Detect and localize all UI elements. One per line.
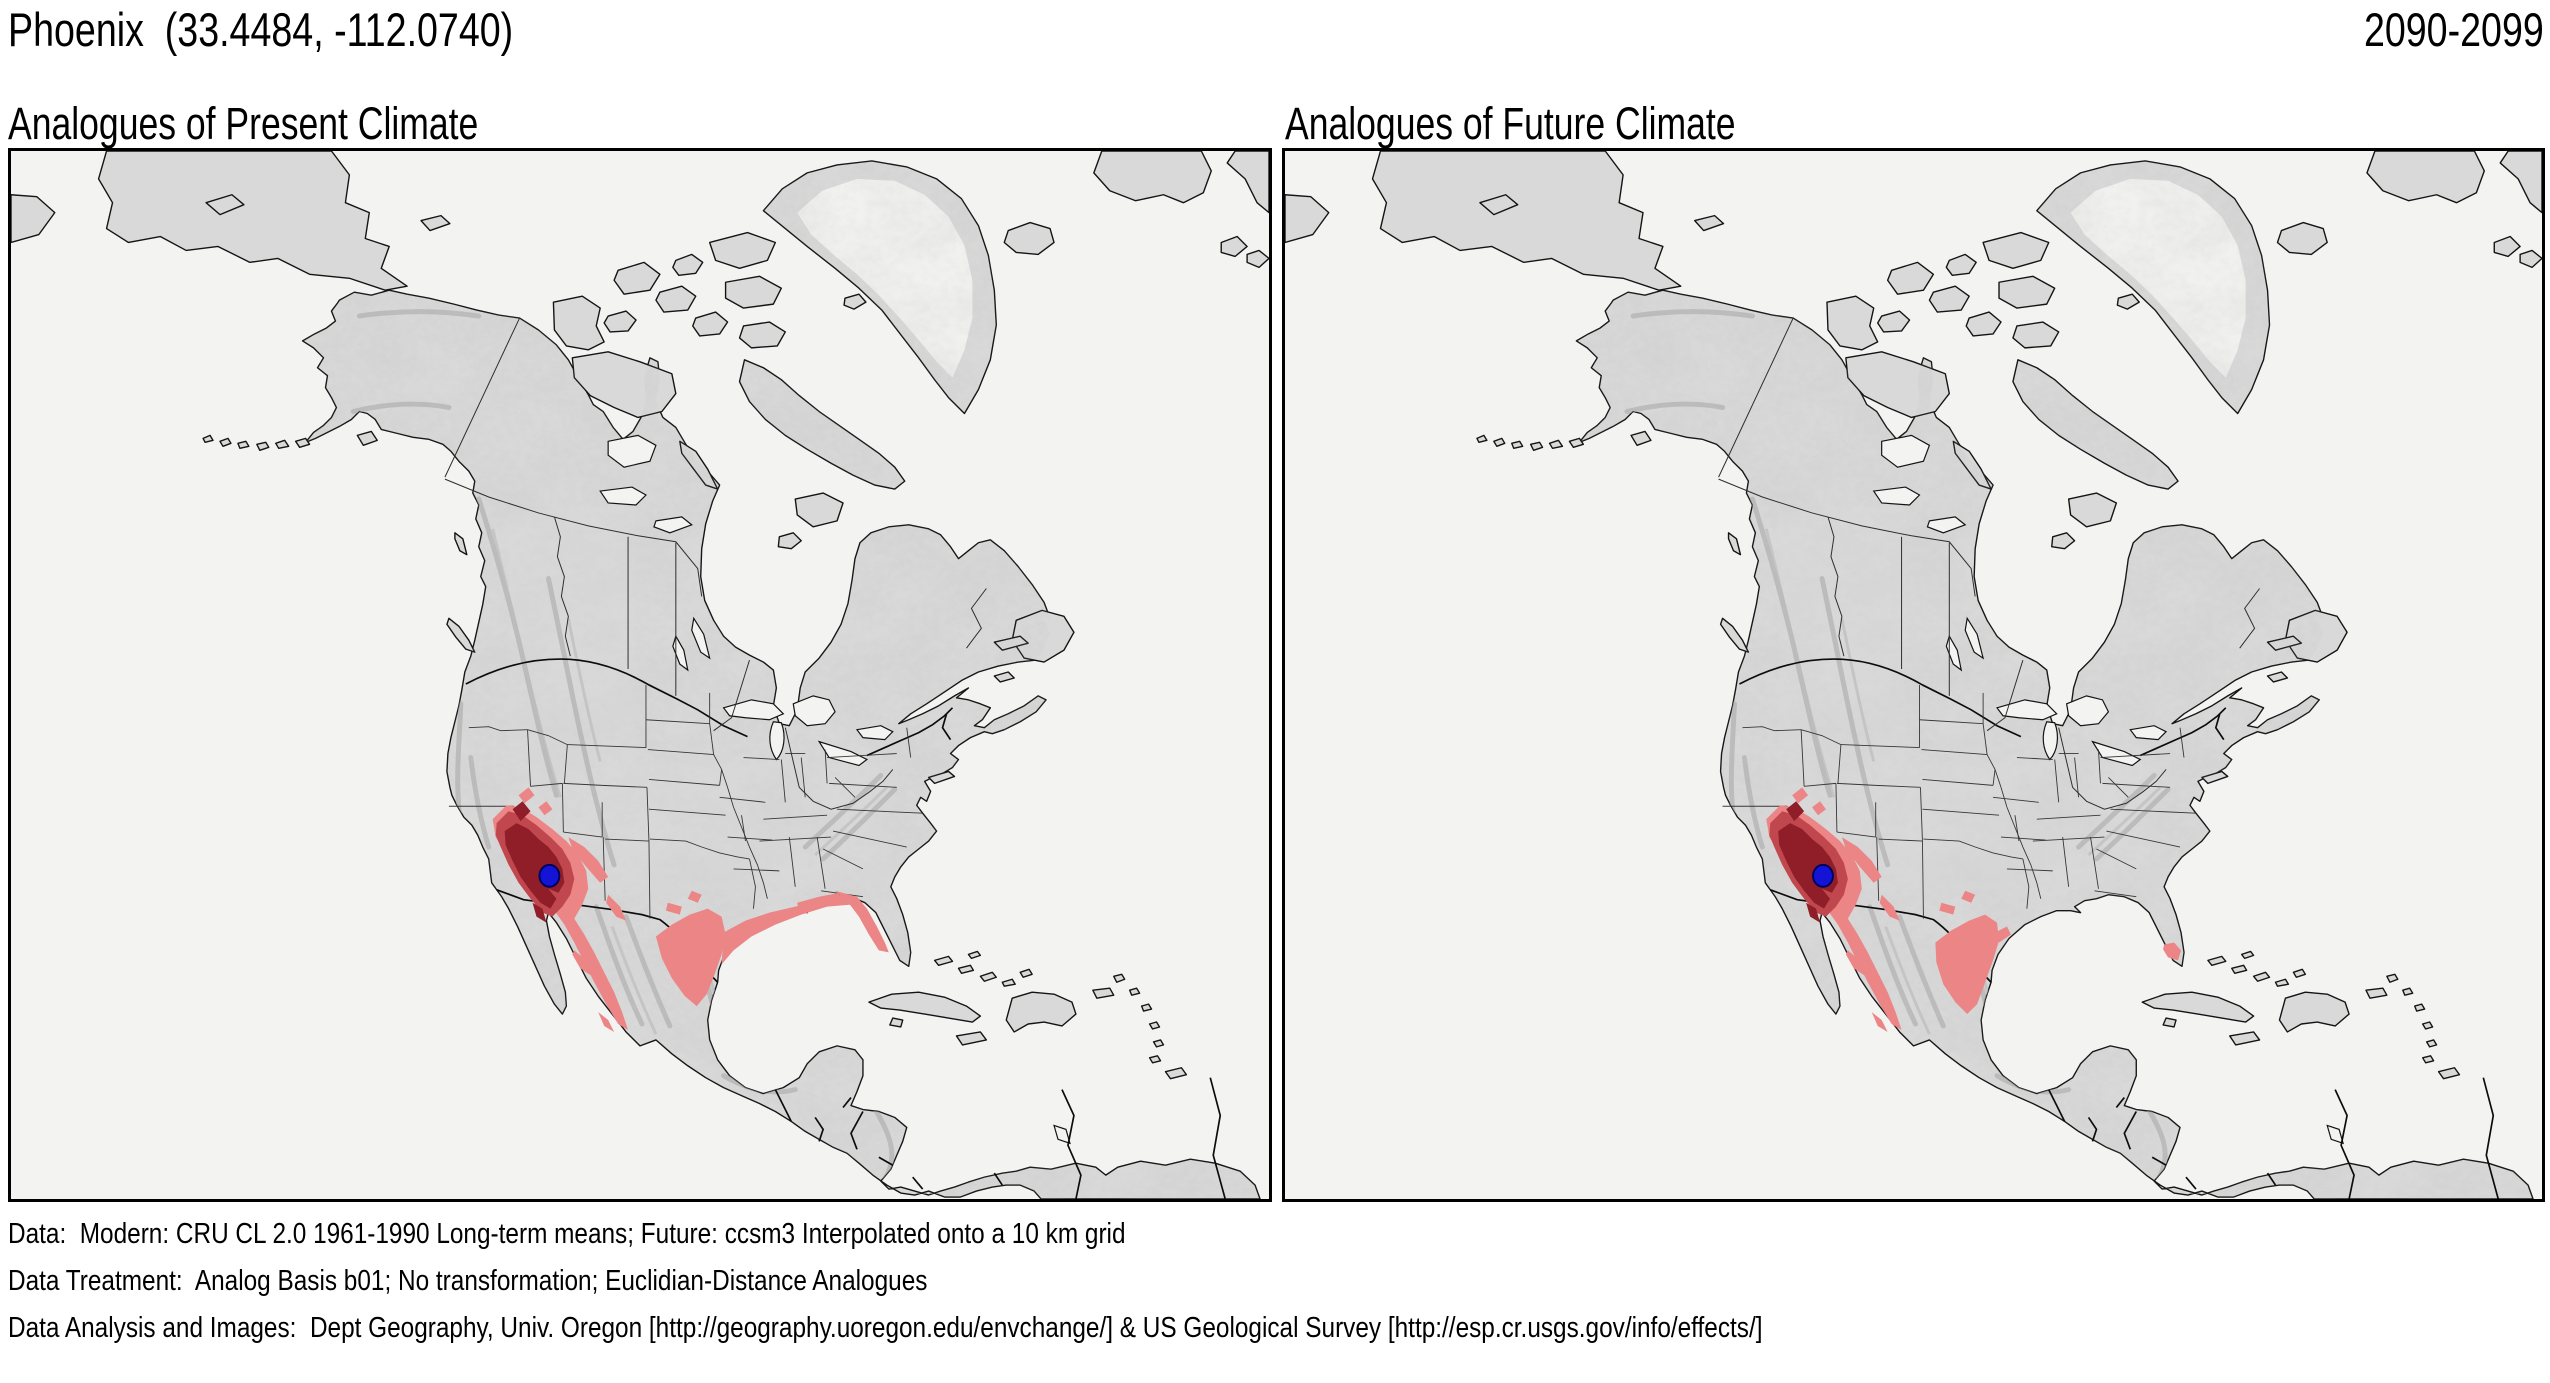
footer-credits: Data Analysis and Images: Dept Geography…: [8, 1312, 1763, 1344]
footer-data-source: Data: Modern: CRU CL 2.0 1961-1990 Long-…: [8, 1218, 1126, 1250]
phoenix-marker: [538, 863, 561, 888]
page-title: Phoenix (33.4484, -112.0740): [8, 3, 514, 56]
north-america-map-present: [11, 151, 1269, 1199]
map-future-climate: [1282, 148, 2545, 1202]
panel-title-future: Analogues of Future Climate: [1285, 98, 1736, 149]
map-present-climate: [8, 148, 1272, 1202]
phoenix-marker: [1812, 863, 1834, 888]
analogue-region-present: [492, 787, 889, 1032]
north-america-map-future: [1285, 151, 2542, 1199]
footer-data-treatment: Data Treatment: Analog Basis b01; No tra…: [8, 1265, 928, 1297]
panel-title-present: Analogues of Present Climate: [8, 98, 479, 149]
period-label: 2090-2099: [2364, 3, 2544, 56]
